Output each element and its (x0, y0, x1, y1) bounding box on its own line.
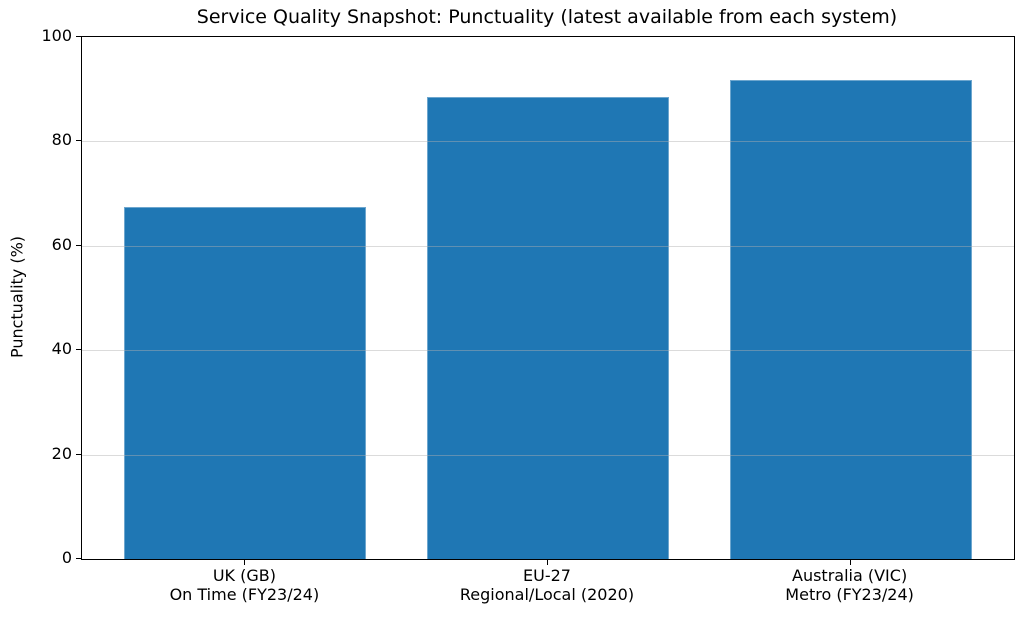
bar (729, 79, 972, 559)
x-tick-label: Australia (VIC) Metro (FY23/24) (785, 566, 914, 604)
y-tick-mark (76, 140, 81, 142)
x-tick-label: UK (GB) On Time (FY23/24) (169, 566, 320, 604)
y-tick-mark (76, 453, 81, 455)
gridline (82, 350, 1014, 352)
gridline (82, 141, 1014, 143)
y-tick-label: 20 (51, 443, 72, 463)
y-tick-mark (76, 558, 81, 559)
x-tick-mark (547, 560, 548, 565)
x-tick-label: EU-27 Regional/Local (2020) (459, 566, 635, 604)
chart-title: Service Quality Snapshot: Punctuality (l… (196, 6, 898, 28)
x-tick-mark (244, 560, 246, 565)
plot-area (81, 36, 1015, 560)
y-tick-mark (76, 36, 81, 37)
y-tick-label: 100 (41, 26, 72, 45)
y-tick-label: 0 (61, 548, 72, 567)
y-tick-mark (76, 349, 81, 351)
gridline (82, 245, 1014, 247)
y-tick-label: 60 (51, 234, 72, 254)
y-tick-label: 80 (51, 130, 72, 150)
bar (426, 97, 670, 559)
y-tick-label: 40 (51, 339, 72, 359)
gridline (82, 454, 1014, 456)
y-tick-mark (76, 244, 81, 246)
x-tick-mark (849, 560, 851, 565)
bar (124, 206, 367, 559)
